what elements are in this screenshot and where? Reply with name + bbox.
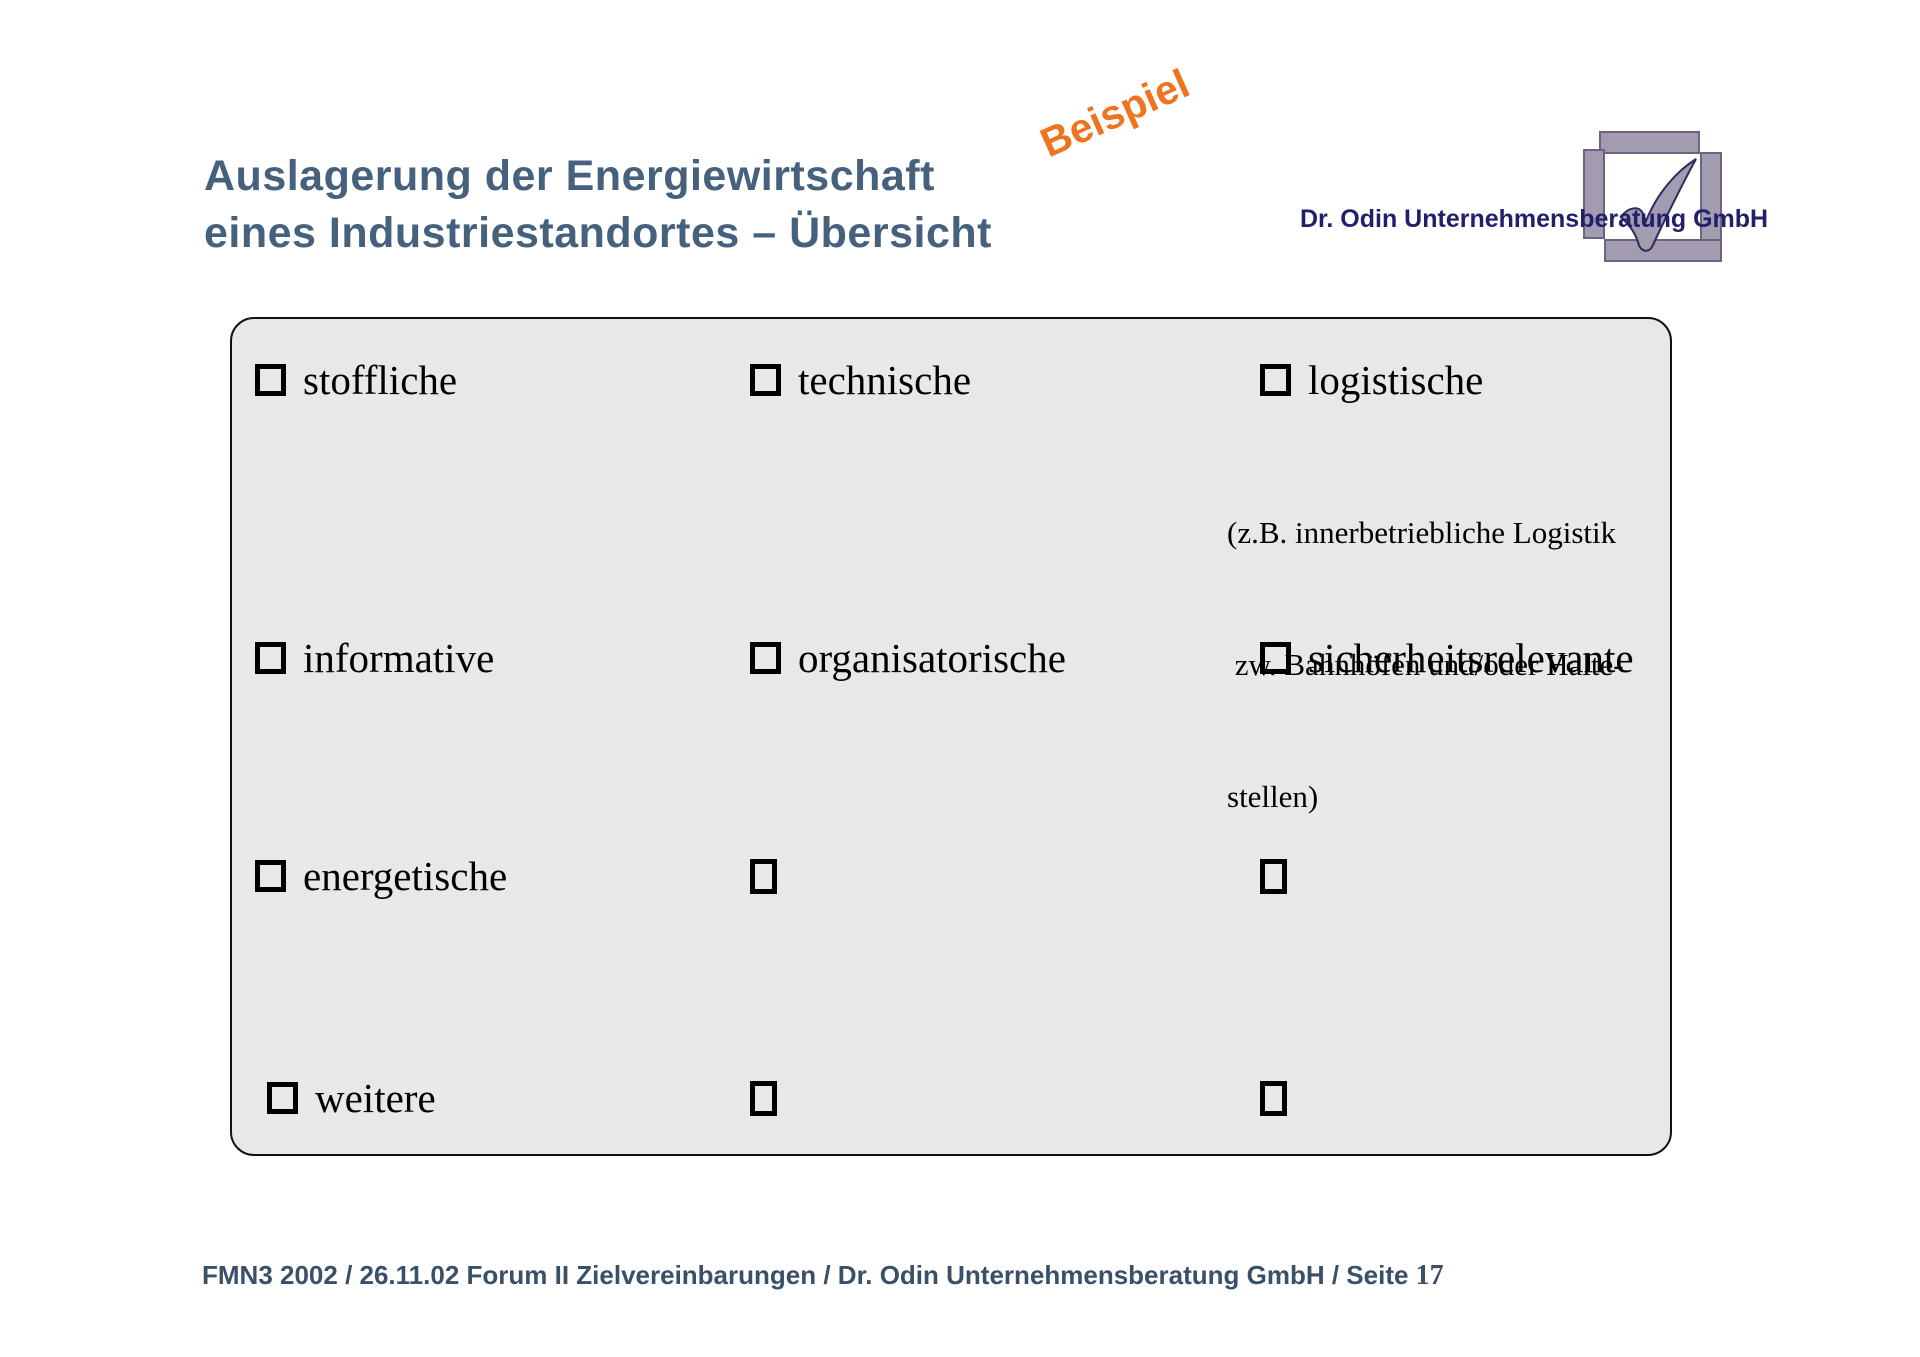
checkbox-item-empty	[750, 1072, 794, 1124]
checkbox-item-weitere: weitere	[267, 1072, 436, 1124]
checkbox[interactable]	[750, 642, 781, 674]
checkbox[interactable]	[255, 642, 286, 674]
checkbox-item-empty	[1260, 1072, 1304, 1124]
beispiel-stamp: Beispiel	[1033, 60, 1196, 167]
checkbox[interactable]	[1260, 642, 1291, 674]
checkbox-item-energetische: energetische	[255, 850, 507, 902]
checkbox-item-empty	[1260, 850, 1304, 902]
checkbox[interactable]	[255, 860, 286, 892]
checkbox[interactable]	[255, 364, 286, 396]
checkbox-item-stoffliche: stoffliche	[255, 354, 457, 406]
checkbox[interactable]	[1260, 1080, 1287, 1116]
checkbox[interactable]	[1260, 858, 1287, 894]
footer-text: FMN3 2002 / 26.11.02 Forum II Zielverein…	[202, 1260, 1409, 1290]
checkbox-label: weitere	[315, 1075, 436, 1121]
checkbox-label: energetische	[303, 853, 508, 899]
checkbox-label: logistische	[1308, 357, 1484, 403]
checkbox-panel: stoffliche technische logistische (z.B. …	[230, 317, 1672, 1156]
checkbox[interactable]	[1260, 364, 1291, 396]
checkbox[interactable]	[750, 1080, 777, 1116]
slide-footer: FMN3 2002 / 26.11.02 Forum II Zielverein…	[202, 1260, 1444, 1292]
checkbox-item-technische: technische	[750, 354, 971, 406]
logo-bar-bottom	[1604, 239, 1722, 262]
logo-bar-left	[1583, 149, 1605, 239]
checkbox-item-organisatorische: organisatorische	[750, 632, 1066, 684]
checkbox-item-informative: informative	[255, 632, 494, 684]
page-title: Auslagerung der Energiewirtschaft eines …	[204, 148, 992, 262]
logistics-note-line1: (z.B. innerbetriebliche Logistik	[1227, 515, 1617, 550]
page-title-line2: eines Industriestandortes – Übersicht	[204, 209, 992, 257]
checkbox[interactable]	[750, 364, 781, 396]
checkbox[interactable]	[267, 1082, 298, 1114]
checkmark-icon	[1619, 158, 1697, 252]
checkbox-label: informative	[303, 635, 495, 681]
footer-page-number: 17	[1415, 1260, 1444, 1291]
checkbox-label: sicherheitsrelevante	[1308, 635, 1634, 681]
company-name: Dr. Odin Unternehmensberatung GmbH	[1300, 205, 1769, 233]
checkbox-label: organisatorische	[798, 635, 1066, 681]
checkbox-item-logistische: logistische	[1260, 354, 1483, 406]
checkbox[interactable]	[750, 858, 777, 894]
checkbox-label: technische	[798, 357, 972, 403]
checkbox-item-empty	[750, 850, 794, 902]
checkbox-item-sicherheitsrelevante: sicherheitsrelevante	[1260, 632, 1634, 684]
page-title-line1: Auslagerung der Energiewirtschaft	[204, 152, 935, 200]
checkbox-label: stoffliche	[303, 357, 458, 403]
logo-bar-top	[1599, 131, 1700, 154]
logistics-note-line3: stellen)	[1227, 779, 1319, 814]
logistics-note-line2: zw. Bahnhöfen und/oder Halte-	[1227, 647, 1624, 682]
company-logo	[1583, 131, 1723, 262]
logistics-note: (z.B. innerbetriebliche Logistik zw. Bah…	[1227, 423, 1624, 907]
